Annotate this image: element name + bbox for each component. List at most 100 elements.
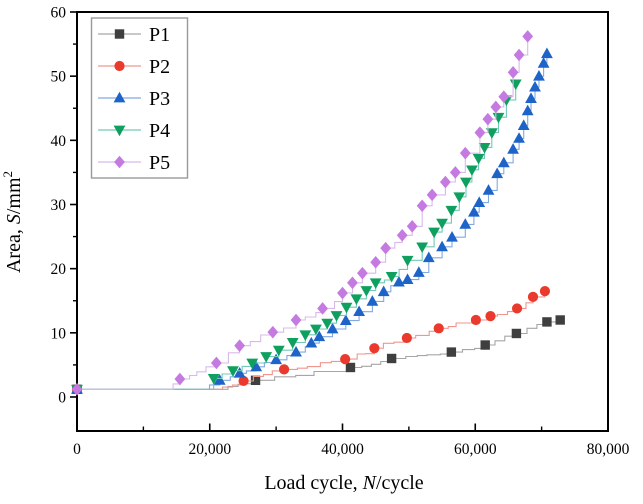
series-P5-marker bbox=[317, 302, 328, 315]
series-P4-marker bbox=[453, 192, 466, 203]
y-tick-label: 60 bbox=[51, 5, 67, 22]
series-P5 bbox=[71, 30, 534, 396]
series-P1-marker bbox=[446, 347, 457, 357]
y-tick-label: 40 bbox=[51, 133, 67, 150]
series-P4-marker bbox=[246, 358, 259, 370]
y-tick-label: 10 bbox=[51, 325, 67, 342]
series-P4-marker bbox=[260, 352, 273, 363]
series-P5-marker bbox=[490, 100, 502, 114]
series-P5-marker bbox=[449, 166, 461, 179]
series-P2-marker bbox=[511, 303, 523, 314]
series-P5-marker bbox=[174, 372, 186, 386]
series-P4-marker bbox=[272, 345, 285, 357]
series-P4-marker bbox=[485, 128, 498, 139]
series-P1-marker bbox=[250, 375, 261, 386]
series-P3-marker bbox=[213, 374, 226, 385]
series-P2-marker bbox=[238, 375, 249, 387]
series-P1-marker bbox=[386, 353, 397, 364]
legend-marker-P3 bbox=[113, 91, 126, 103]
y-tick-label: 50 bbox=[51, 69, 67, 86]
series-P5-marker bbox=[370, 255, 382, 269]
series-P5-marker bbox=[498, 90, 510, 103]
legend-label-P2: P2 bbox=[149, 56, 170, 78]
series-P3-marker bbox=[541, 47, 553, 59]
series-P1-marker bbox=[480, 340, 490, 350]
series-P3-marker bbox=[468, 205, 480, 217]
series-P3-marker bbox=[250, 360, 263, 372]
series-P2-marker bbox=[485, 311, 496, 322]
series-P4-marker bbox=[299, 330, 312, 341]
series-P5-marker bbox=[416, 199, 428, 213]
series-P3-marker bbox=[401, 273, 414, 284]
series-P5-marker bbox=[396, 228, 408, 242]
series-P5-marker bbox=[234, 339, 246, 352]
series-P2-marker bbox=[401, 332, 412, 344]
series-P4-marker bbox=[310, 324, 322, 336]
legend-item-P2: P2 bbox=[98, 56, 170, 78]
legend-label-P3: P3 bbox=[149, 88, 170, 110]
series-P4-marker bbox=[478, 142, 491, 154]
series-P4-marker bbox=[227, 366, 239, 377]
series-P3-marker bbox=[446, 231, 458, 242]
series-P3-marker bbox=[313, 330, 326, 342]
series-P5-marker bbox=[347, 276, 358, 290]
series-P5-marker bbox=[482, 112, 494, 126]
series-P4-marker bbox=[321, 318, 334, 330]
series-P5-marker bbox=[426, 188, 438, 202]
legend-label-P4: P4 bbox=[149, 120, 170, 142]
series-P3-marker bbox=[537, 57, 550, 68]
series-P3-marker bbox=[533, 69, 545, 81]
series-P3-marker bbox=[459, 218, 472, 229]
series-P2-marker bbox=[470, 314, 482, 326]
series-P1-marker bbox=[345, 362, 356, 373]
series-P5-marker bbox=[210, 356, 222, 370]
legend-marker-P5 bbox=[114, 155, 125, 169]
series-P1-marker bbox=[542, 317, 552, 327]
series-P2-marker bbox=[278, 364, 290, 375]
series-P5-marker bbox=[507, 66, 519, 79]
legend: P1 P2 P3 P4 P5 bbox=[90, 17, 189, 179]
series-P5-marker bbox=[380, 241, 392, 255]
legend-marker-P1 bbox=[114, 29, 125, 39]
series-P3-marker bbox=[529, 80, 541, 92]
legend-label-P1: P1 bbox=[149, 24, 170, 46]
series-P4-marker bbox=[445, 205, 458, 217]
plot-area: 0 20,000 40,000 60,000 80,000 0 10 20 30 40 50 60 bbox=[51, 5, 630, 459]
series-P4-marker bbox=[360, 286, 373, 297]
series-P4-marker bbox=[416, 242, 429, 254]
series-P3-marker bbox=[497, 156, 510, 168]
series-P2-marker bbox=[340, 354, 351, 365]
series-P5-marker bbox=[522, 30, 534, 43]
series-P4-marker bbox=[401, 255, 414, 267]
series-P4 bbox=[71, 79, 522, 396]
series-P4-marker bbox=[330, 311, 343, 322]
series-P4-marker bbox=[428, 227, 440, 239]
series-P3-marker bbox=[525, 92, 537, 104]
series-P3-marker bbox=[366, 295, 379, 306]
series-P4-marker bbox=[207, 373, 220, 385]
series-P4-marker bbox=[385, 271, 398, 283]
series-P2-marker bbox=[369, 343, 380, 354]
series-P3-marker bbox=[513, 132, 525, 143]
series-P3-marker bbox=[326, 322, 339, 334]
x-tick-label: 0 bbox=[73, 441, 81, 458]
series-P4-marker bbox=[460, 177, 472, 189]
series-P5-marker bbox=[290, 313, 302, 327]
series-P3-marker bbox=[436, 240, 448, 252]
series-P3-marker bbox=[339, 314, 352, 326]
series-P5-marker bbox=[513, 48, 525, 62]
series-P5-marker bbox=[267, 325, 279, 339]
series-P4-marker bbox=[369, 278, 382, 289]
series-P4-marker bbox=[472, 153, 485, 165]
series-P3-marker bbox=[521, 104, 534, 116]
x-tick-label: 80,000 bbox=[587, 441, 630, 458]
series-P3-marker bbox=[507, 143, 519, 154]
series-P3-marker bbox=[482, 184, 495, 195]
series-P3-marker bbox=[412, 266, 425, 277]
legend-item-P4: P4 bbox=[98, 120, 170, 142]
series-P3-marker bbox=[517, 119, 530, 130]
series-P3-marker bbox=[377, 285, 390, 297]
legend-item-P3: P3 bbox=[98, 88, 170, 110]
